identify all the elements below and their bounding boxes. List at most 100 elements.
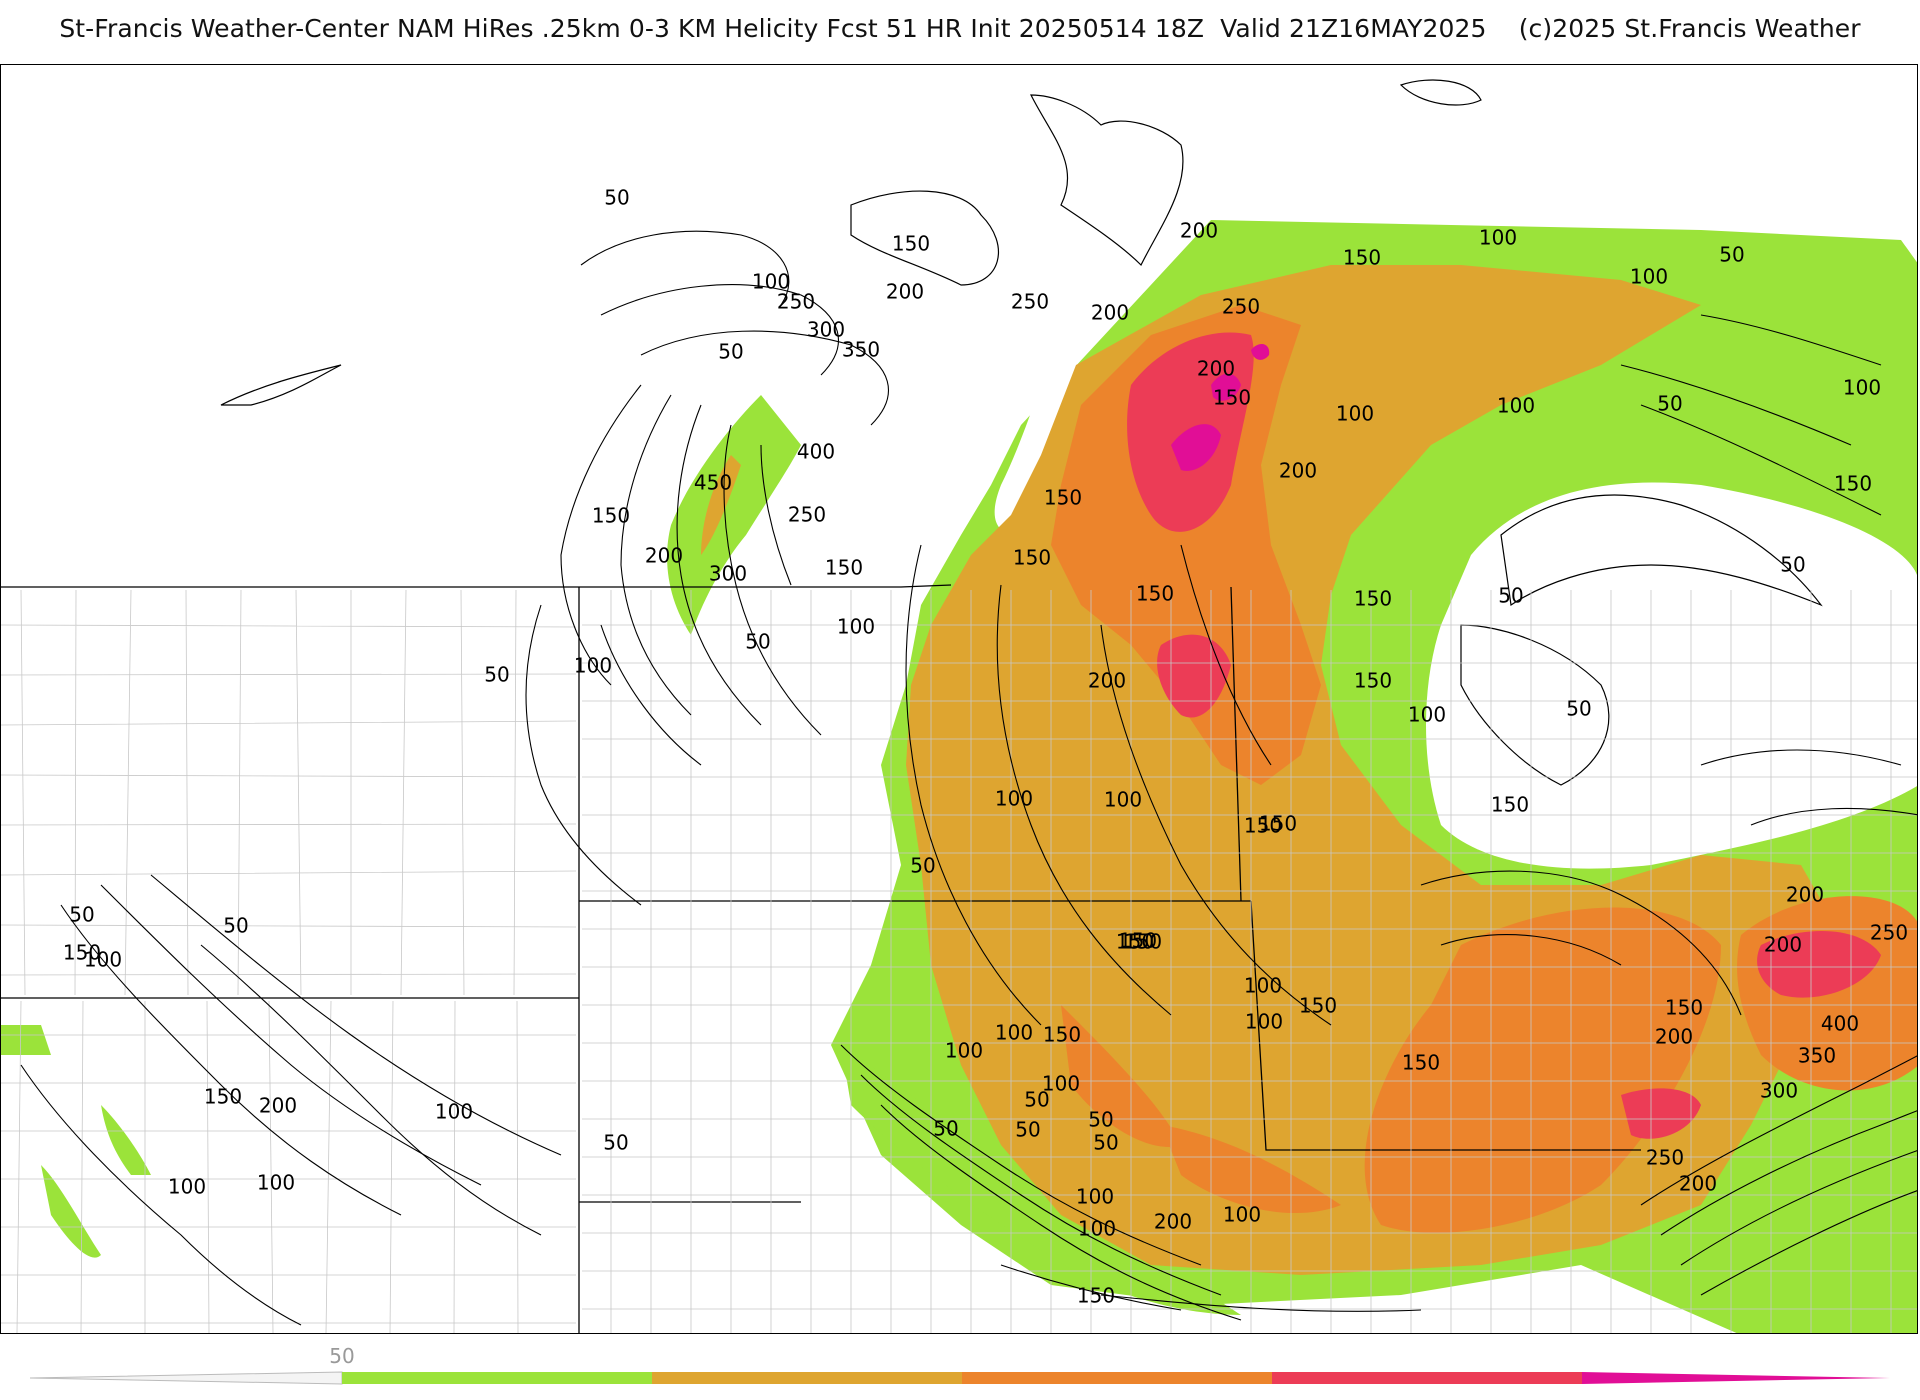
contour-ne-3 (1700, 314, 1882, 366)
band-250plus-north (1171, 424, 1221, 471)
contour-south-1 (1100, 1294, 1422, 1312)
contour-label: 200 (259, 1094, 297, 1118)
contour-center-3 (1100, 624, 1332, 1026)
legend-tick-label: 50 (329, 1344, 355, 1368)
band-200-250-mid (1157, 634, 1231, 718)
legend-band-1 (342, 1372, 652, 1384)
band-150-200-se (1364, 907, 1721, 1233)
contour-label: 200 (1091, 301, 1129, 325)
contour-label: 50 (604, 186, 629, 210)
contour-center-2 (996, 584, 1172, 1016)
contour-label: 50 (1088, 1108, 1113, 1132)
contour-se-4 (1700, 1190, 1917, 1296)
band-50-100-west-arc (667, 395, 801, 635)
contour-label: 150 (592, 504, 630, 528)
county-grid-lines (1, 589, 1917, 1333)
coastline-north (1030, 94, 1184, 267)
helicity-contours (20, 230, 1917, 1326)
contour-label: 50 (223, 914, 248, 938)
contour-label: 150 (1116, 930, 1154, 954)
contour-label: 100 (1630, 265, 1668, 289)
contour-label: 50 (484, 663, 509, 687)
state-line-mid-vert (1230, 586, 1242, 902)
contour-label: 350 (842, 338, 880, 362)
contour-label: 100 (1078, 1217, 1116, 1241)
contour-label: 200 (645, 544, 683, 568)
contour-label: 250 (1011, 290, 1049, 314)
color-legend: 50 (30, 1340, 1890, 1390)
contour-label: 150 (1354, 669, 1392, 693)
contour-label: 150 (1077, 1284, 1115, 1308)
contour-label: 100 (257, 1171, 295, 1195)
contour-label: 300 (709, 562, 747, 586)
contour-south-2 (1000, 1264, 1182, 1311)
contour-label: 150 (1136, 582, 1174, 606)
contour-label: 200 (1154, 1210, 1192, 1234)
contour-label: 100 (1076, 1185, 1114, 1209)
contour-west-4 (200, 944, 542, 1236)
contour-label: 150 (1124, 930, 1162, 954)
contour-label: 100 (752, 270, 790, 294)
state-line-east-vert (1250, 900, 1641, 1151)
contour-label: 100 (1843, 376, 1881, 400)
contour-label: 150 (1354, 587, 1392, 611)
contour-nw-1 (580, 230, 790, 306)
contour-label: 150 (1213, 386, 1251, 410)
contour-label: 200 (1180, 219, 1218, 243)
contour-label: 50 (910, 854, 935, 878)
contour-label: 100 (1479, 226, 1517, 250)
band-50-100-west-small (41, 1165, 101, 1258)
band-200-250-se (1621, 1088, 1701, 1139)
legend-band-3 (962, 1372, 1272, 1384)
contour-label: 150 (1402, 1051, 1440, 1075)
contour-label: 50 (933, 1117, 958, 1141)
contour-label: 150 (1259, 812, 1297, 836)
contour-west-arc-4 (723, 424, 822, 736)
contour-label: 100 (168, 1175, 206, 1199)
contour-label: 200 (1655, 1025, 1693, 1049)
contour-label: 150 (825, 556, 863, 580)
contour-west-1 (60, 904, 402, 1216)
legend-arrow-left (30, 1371, 343, 1385)
contour-label: 50 (1024, 1088, 1049, 1112)
contour-label: 150 (1044, 486, 1082, 510)
state-line-north-1 (1, 584, 952, 588)
contour-label: 200 (1197, 357, 1235, 381)
contour-label: 150 (1119, 929, 1157, 953)
contour-sw-2 (860, 1074, 1222, 1296)
contour-nw-3 (640, 330, 889, 426)
contour-label: 150 (892, 232, 930, 256)
contour-label: 300 (807, 318, 845, 342)
band-white-hole-ne (1426, 482, 1917, 869)
band-200-250-east (1757, 931, 1881, 998)
contour-label: 100 (945, 1039, 983, 1063)
contour-label: 100 (995, 1021, 1033, 1045)
map-title: St-Francis Weather-Center NAM HiRes .25k… (59, 14, 1861, 43)
contour-label: 150 (1834, 472, 1872, 496)
contour-center-4 (1180, 544, 1272, 766)
lake-west (220, 364, 342, 406)
contour-label: 50 (603, 1131, 628, 1155)
contour-label: 50 (1566, 697, 1591, 721)
contour-label: 150 (1299, 994, 1337, 1018)
contour-east-1 (1420, 870, 1742, 1016)
contour-label: 50 (745, 630, 770, 654)
band-250plus-north3 (1251, 343, 1270, 360)
band-100-150-west-arc (701, 455, 741, 555)
contour-label: 100 (84, 948, 122, 972)
legend-arrow-right (1582, 1372, 1890, 1384)
contour-nw-2 (600, 284, 839, 376)
contour-label: 450 (694, 471, 732, 495)
contour-label: 100 (837, 615, 875, 639)
contour-e-2 (1750, 807, 1917, 826)
contour-label: 100 (1104, 788, 1142, 812)
contour-label: 400 (1821, 1012, 1859, 1036)
contour-label: 50 (1093, 1131, 1118, 1155)
contour-west-arc-1 (560, 384, 642, 686)
contour-label: 350 (1798, 1044, 1836, 1068)
contour-label: 50 (1657, 392, 1682, 416)
contour-label: 100 (1244, 974, 1282, 998)
coastline-north3 (1399, 79, 1482, 106)
